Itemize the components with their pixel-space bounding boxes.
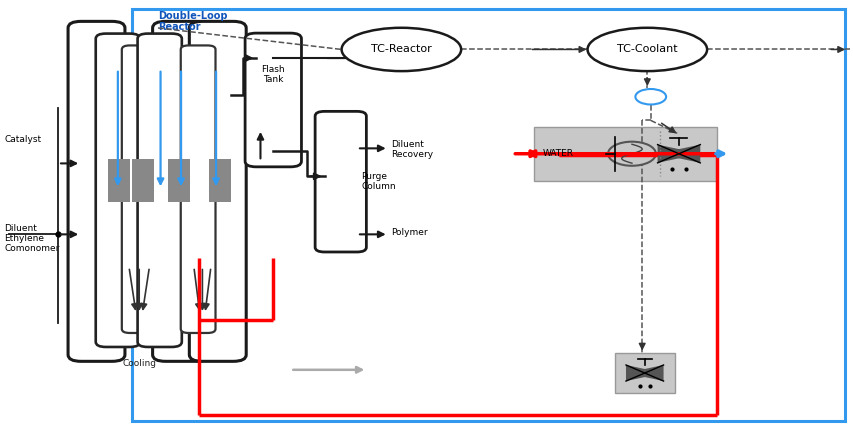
Bar bbox=[108, 159, 130, 202]
Polygon shape bbox=[657, 144, 699, 163]
Text: Diluent
Ethylene
Comonomer: Diluent Ethylene Comonomer bbox=[4, 224, 60, 253]
Bar bbox=[533, 127, 717, 181]
Bar bbox=[614, 353, 674, 393]
Text: TC-Coolant: TC-Coolant bbox=[617, 44, 676, 55]
FancyBboxPatch shape bbox=[245, 33, 301, 167]
Text: WATER: WATER bbox=[542, 149, 572, 158]
Text: Purge
Column: Purge Column bbox=[361, 172, 396, 191]
FancyBboxPatch shape bbox=[137, 34, 182, 347]
FancyBboxPatch shape bbox=[122, 46, 156, 333]
Bar bbox=[209, 159, 230, 202]
Text: Double-Loop
Reactor: Double-Loop Reactor bbox=[158, 11, 227, 32]
Bar bbox=[132, 9, 844, 421]
FancyBboxPatch shape bbox=[153, 22, 209, 361]
FancyBboxPatch shape bbox=[315, 111, 366, 252]
FancyBboxPatch shape bbox=[181, 46, 215, 333]
Text: Hydrocarbon
Recycle: Hydrocarbon Recycle bbox=[382, 49, 440, 69]
Text: Catalyst: Catalyst bbox=[4, 135, 41, 144]
Polygon shape bbox=[625, 365, 663, 381]
Text: Cooling: Cooling bbox=[122, 359, 156, 368]
Ellipse shape bbox=[587, 28, 706, 71]
Text: TC-Reactor: TC-Reactor bbox=[370, 44, 432, 55]
Circle shape bbox=[635, 89, 665, 104]
Bar bbox=[168, 159, 189, 202]
Ellipse shape bbox=[341, 28, 461, 71]
FancyBboxPatch shape bbox=[68, 22, 125, 361]
Text: Polymer: Polymer bbox=[391, 228, 427, 237]
Text: Flash
Tank: Flash Tank bbox=[261, 64, 285, 84]
Text: Diluent
Recovery: Diluent Recovery bbox=[391, 140, 432, 159]
FancyBboxPatch shape bbox=[96, 34, 140, 347]
Circle shape bbox=[607, 141, 655, 166]
Bar bbox=[132, 159, 154, 202]
Polygon shape bbox=[625, 365, 663, 381]
Polygon shape bbox=[657, 144, 699, 163]
FancyBboxPatch shape bbox=[189, 22, 246, 361]
